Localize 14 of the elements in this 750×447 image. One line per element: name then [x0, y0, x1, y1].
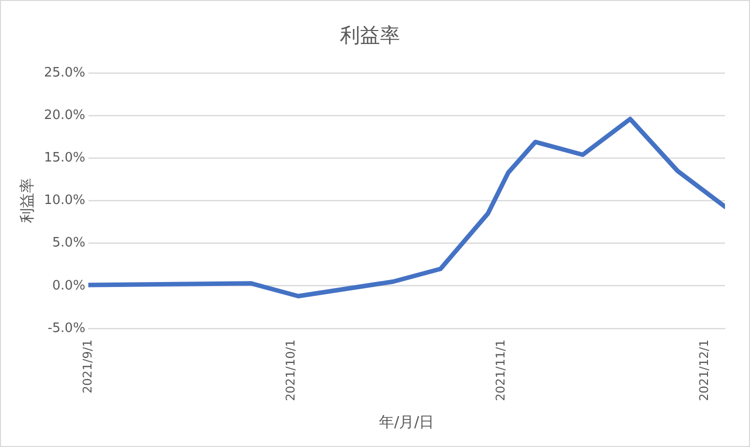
y-tick-label: 10.0%: [44, 193, 86, 208]
y-tick-label: -5.0%: [48, 320, 86, 336]
y-tick-label: 0.0%: [52, 278, 86, 294]
y-axis-title: 利益率: [18, 178, 36, 224]
x-tick-label: 2021/11/1: [494, 339, 508, 401]
y-tick-label: 5.0%: [52, 236, 86, 251]
x-tick-label: 2021/9/1: [80, 339, 94, 394]
x-axis-title: 年/月/日: [379, 412, 434, 431]
x-tick-label: 2021/10/1: [284, 339, 298, 401]
y-tick-label: 20.0%: [44, 108, 86, 123]
chart-title: 利益率: [340, 23, 400, 48]
y-tick-label: 15.0%: [44, 150, 86, 166]
y-tick-label: 25.0%: [44, 65, 86, 80]
x-tick-label: 2021/12/1: [696, 339, 711, 401]
